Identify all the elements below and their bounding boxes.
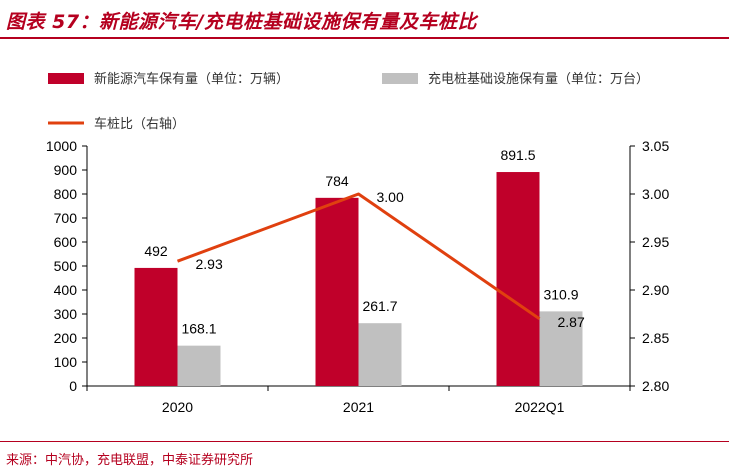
bar-charger [177, 345, 221, 386]
figure-title: 图表 57：新能源汽车/充电桩基础设施保有量及车桩比 [6, 11, 477, 33]
legend-label-ratio: 车桩比（右轴） [94, 116, 185, 132]
y-right-tick-label: 2.85 [642, 330, 669, 346]
source-rule [0, 441, 729, 442]
y-left-tick-label: 1000 [46, 138, 77, 154]
legend-label-charger: 充电桩基础设施保有量（单位：万台） [428, 71, 649, 87]
data-label-nev: 492 [144, 243, 168, 259]
y-left-tick-label: 900 [54, 162, 78, 178]
legend-swatch-charger [382, 73, 418, 84]
data-label-charger: 168.1 [181, 321, 216, 337]
x-tick-label: 2020 [162, 399, 193, 415]
data-label-ratio: 2.87 [558, 314, 585, 330]
y-left-tick-label: 400 [54, 282, 78, 298]
bars [134, 172, 583, 386]
legend-label-nev: 新能源汽车保有量（单位：万辆） [94, 71, 289, 87]
data-label-charger: 310.9 [543, 286, 578, 302]
data-label-charger: 261.7 [362, 298, 397, 314]
bar-nev [134, 267, 178, 386]
y-right-tick-label: 2.95 [642, 234, 669, 250]
data-labels: 492 168.1 784 261.7 891.5 310.9 2.93 3.00 2.87 [144, 147, 585, 337]
chart: 新能源汽车保有量（单位：万辆） 充电桩基础设施保有量（单位：万台）车桩比（右轴） … [46, 71, 670, 415]
figure-header: 图表 57：新能源汽车/充电桩基础设施保有量及车桩比 [0, 0, 729, 39]
y-left-tick-label: 100 [54, 354, 78, 370]
y-left-tick-label: 500 [54, 258, 78, 274]
data-label-ratio: 2.93 [196, 256, 223, 272]
data-label-ratio: 3.00 [377, 189, 404, 205]
data-label-nev: 891.5 [500, 147, 535, 163]
y-left-tick-label: 700 [54, 210, 78, 226]
x-tick-label: 2021 [343, 399, 374, 415]
ratio-line [176, 192, 541, 321]
y-left-tick-label: 300 [54, 306, 78, 322]
bar-charger [539, 311, 583, 386]
y-left-tick-label: 200 [54, 330, 78, 346]
data-label-nev: 784 [325, 173, 349, 189]
title-rule [0, 37, 729, 39]
y-right-tick-label: 2.90 [642, 282, 669, 298]
y-right-tick-label: 2.80 [642, 378, 669, 394]
legend: 新能源汽车保有量（单位：万辆） 充电桩基础设施保有量（单位：万台） 车桩比（右轴） [48, 71, 649, 132]
bar-nev [315, 197, 359, 386]
legend-swatch-nev [48, 73, 84, 84]
y-left-tick-label: 600 [54, 234, 78, 250]
y-right-tick-label: 3.05 [642, 138, 669, 154]
y-left-tick-label: 800 [54, 186, 78, 202]
x-tick-label: 2022Q1 [515, 399, 565, 415]
bar-nev [496, 172, 540, 386]
figure-source: 来源：中汽协，充电联盟，中泰证券研究所 [6, 453, 254, 468]
y-left-tick-label: 0 [69, 378, 77, 394]
y-right-tick-label: 3.00 [642, 186, 669, 202]
bar-charger [358, 323, 402, 386]
axes: 0 100 200 300 400 500 600 700 800 900 1000 2.80 2.85… [46, 138, 670, 415]
